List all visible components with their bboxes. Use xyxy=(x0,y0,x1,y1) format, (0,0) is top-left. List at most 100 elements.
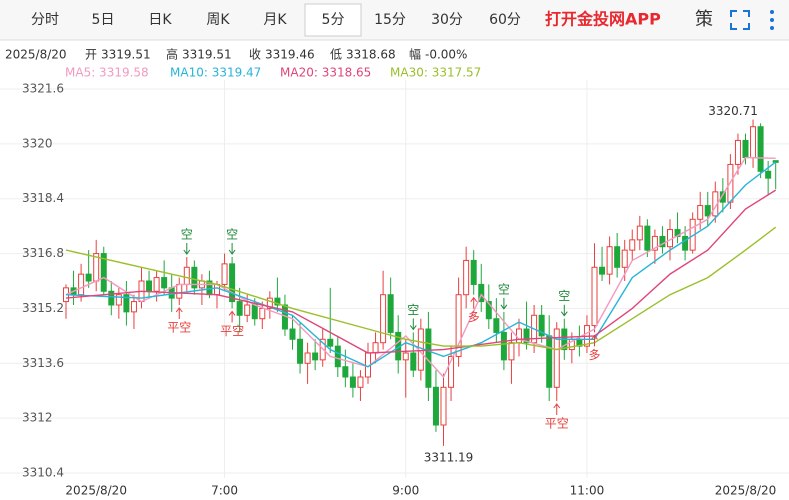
candle-body xyxy=(402,352,409,361)
tab[interactable]: 分时 xyxy=(31,12,59,28)
signal-arrowhead xyxy=(228,310,236,316)
info-label: 低 xyxy=(330,48,342,62)
signal-arrowhead xyxy=(591,334,598,340)
tab[interactable]: 5分 xyxy=(322,12,345,28)
candle-body xyxy=(757,126,764,172)
signal-label: 空 xyxy=(498,282,510,296)
signal-label: 空 xyxy=(181,228,193,242)
candle-body xyxy=(538,314,545,337)
ma-line xyxy=(65,226,777,351)
candle-body xyxy=(651,235,658,251)
signal-arrowhead xyxy=(175,307,183,313)
candle-body xyxy=(274,297,281,306)
candle-body xyxy=(448,355,455,388)
menu-dot xyxy=(770,18,774,22)
brand-link[interactable]: 打开金投网APP xyxy=(545,10,661,29)
strategy-button[interactable]: 策 xyxy=(695,9,713,30)
candle-body xyxy=(470,259,477,285)
candle-body xyxy=(599,266,606,275)
info-label: 幅 xyxy=(409,47,421,62)
menu-dot xyxy=(770,26,774,30)
toolbar xyxy=(0,0,789,40)
max-price-label: 3320.71 xyxy=(708,104,758,118)
tab[interactable]: 5日 xyxy=(92,12,115,28)
candle-body xyxy=(734,139,741,165)
tab[interactable]: 30分 xyxy=(431,12,463,28)
x-tick-label: 2025/8/20 xyxy=(65,484,127,498)
y-tick-label: 3313.6 xyxy=(22,356,64,370)
tab[interactable]: 日K xyxy=(148,12,172,28)
candle-body xyxy=(236,301,243,316)
tab[interactable]: 15分 xyxy=(374,12,406,28)
y-tick-label: 3318.4 xyxy=(22,191,64,205)
candle-body xyxy=(221,263,228,285)
candle-body xyxy=(108,290,115,306)
candle-body xyxy=(719,191,726,203)
fullscreen-icon xyxy=(730,10,750,30)
candle-body xyxy=(130,301,137,313)
legend-entry: MA30: 3317.57 xyxy=(390,66,481,80)
signal-arrowhead xyxy=(228,249,236,255)
candle-body xyxy=(327,338,334,347)
candle-body xyxy=(606,246,613,275)
candle-body xyxy=(380,294,387,344)
candle-body xyxy=(697,205,704,220)
info-date: 2025/8/20 xyxy=(5,48,67,62)
tab[interactable]: 60分 xyxy=(489,12,521,28)
candle-body xyxy=(123,294,130,313)
candle-body xyxy=(682,235,689,251)
candle-body xyxy=(153,277,160,292)
candle-body xyxy=(478,283,485,303)
info-value: 3319.51 xyxy=(101,48,151,62)
candle-body xyxy=(100,253,107,292)
candle-body xyxy=(410,352,417,371)
y-tick-label: 3320 xyxy=(22,136,53,150)
legend-entry: MA10: 3319.47 xyxy=(170,66,261,80)
candle-body xyxy=(357,376,364,388)
candle-body xyxy=(463,259,470,296)
fullscreen-button[interactable] xyxy=(730,10,750,30)
menu-button[interactable] xyxy=(770,10,774,30)
legend-entry: MA5: 3319.58 xyxy=(65,66,149,80)
candle-body xyxy=(161,277,168,289)
x-tick-label: 11:00 xyxy=(570,484,605,498)
candle-body xyxy=(244,304,251,316)
candle-body xyxy=(485,301,492,320)
candle-body xyxy=(334,345,341,368)
signal-arrowhead xyxy=(500,304,508,310)
legend-entry: MA20: 3318.65 xyxy=(280,66,371,80)
signal-arrowhead xyxy=(183,249,191,255)
candle-body xyxy=(183,266,190,285)
signal-arrowhead xyxy=(553,403,561,409)
signal-label: 多 xyxy=(468,310,480,324)
candle-body xyxy=(765,170,772,179)
info-value: 3319.51 xyxy=(182,48,232,62)
signal-label: 多 xyxy=(588,348,600,362)
candle-body xyxy=(621,249,628,268)
candle-body xyxy=(455,294,462,357)
signal-label: 空 xyxy=(558,289,570,303)
signal-label: 平空 xyxy=(545,417,569,431)
y-tick-label: 3310.4 xyxy=(22,466,64,480)
candle-body xyxy=(546,335,553,388)
candle-body xyxy=(342,366,349,378)
candle-body xyxy=(304,352,311,364)
candle-body xyxy=(667,229,673,248)
tab[interactable]: 周K xyxy=(206,12,230,28)
candle-body xyxy=(289,328,296,340)
y-tick-label: 3316.8 xyxy=(22,246,64,260)
candle-body xyxy=(742,139,749,159)
candle-body xyxy=(229,263,236,303)
candle-body xyxy=(440,386,447,426)
signal-arrowhead xyxy=(470,296,478,303)
candle-body xyxy=(508,342,515,361)
candle-body xyxy=(387,294,394,333)
candle-body xyxy=(85,273,92,282)
candle-body xyxy=(176,283,183,299)
candle-body xyxy=(312,352,319,361)
signal-arrowhead xyxy=(560,311,568,317)
info-value: 3319.46 xyxy=(265,48,315,62)
candle-body xyxy=(659,235,666,248)
tab[interactable]: 月K xyxy=(263,12,287,28)
